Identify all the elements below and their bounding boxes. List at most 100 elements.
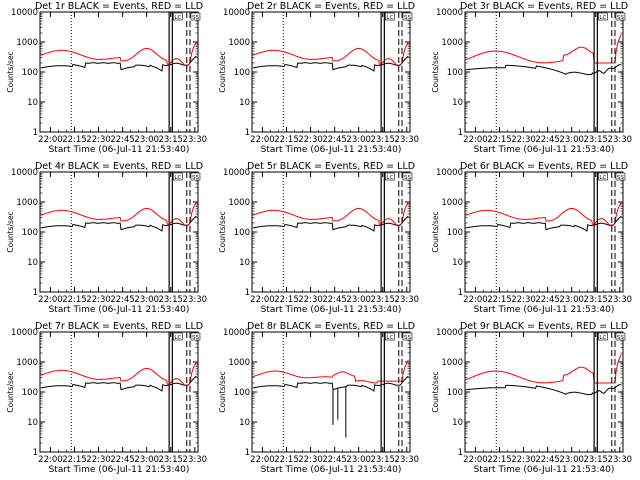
y-tick-label: 10000 [223, 168, 250, 178]
x-tick-label: 22:45 [322, 455, 347, 465]
y-tick-label: 10 [239, 98, 250, 108]
series-lld-line [465, 354, 622, 384]
series-lld-line [40, 41, 197, 67]
x-tick-label: 23:15 [583, 135, 608, 145]
x-tick-label: 23:00 [134, 135, 159, 145]
y-axis-label: Counts/sec [6, 211, 15, 252]
x-axis-label: Start Time (06-Jul-11 21:53:40) [49, 465, 190, 475]
y-axis-label: Counts/sec [218, 371, 227, 412]
ss-marker-box [190, 172, 201, 181]
x-tick-label: 22:30 [86, 295, 111, 305]
x-tick-label: 23:00 [559, 295, 584, 305]
x-tick-label: 23:00 [346, 455, 371, 465]
x-tick-label: 23:15 [583, 295, 608, 305]
series-events-line [40, 55, 197, 72]
y-tick-label: 1000 [16, 198, 38, 208]
y-tick-label: 100 [22, 68, 38, 78]
ss-marker-box [402, 172, 413, 181]
ss-marker-box [615, 332, 626, 341]
chart-title: Det 1r BLACK = Events, RED = LLD [35, 1, 203, 12]
lc-marker-label: LC [599, 335, 606, 341]
y-tick-label: 10 [452, 418, 463, 428]
y-tick-label: 10 [239, 258, 250, 268]
series-events-line [252, 375, 409, 392]
chart-title: Det 6r BLACK = Events, RED = LLD [460, 161, 628, 172]
lc-marker-box [385, 172, 395, 181]
x-tick-label: 22:15 [274, 135, 299, 145]
y-tick-label: 1000 [441, 198, 463, 208]
x-tick-label: 23:00 [559, 455, 584, 465]
x-tick-label: 23:30 [395, 295, 420, 305]
ss-marker-box [615, 172, 626, 181]
series-events-line [465, 215, 622, 232]
y-tick-label: 1 [245, 288, 250, 298]
x-tick-label: 23:00 [559, 135, 584, 145]
y-tick-label: 10 [239, 418, 250, 428]
x-tick-label: 22:30 [511, 295, 536, 305]
lc-marker-label: LC [386, 15, 393, 21]
y-tick-label: 10000 [11, 8, 38, 18]
x-tick-label: 22:15 [487, 295, 512, 305]
chart-title: Det 2r BLACK = Events, RED = LLD [247, 1, 415, 12]
x-tick-label: 23:00 [346, 295, 371, 305]
y-axis-label: Counts/sec [218, 211, 227, 252]
x-tick-label: 23:30 [183, 135, 208, 145]
x-axis-label: Start Time (06-Jul-11 21:53:40) [474, 465, 615, 475]
y-tick-label: 10000 [223, 328, 250, 338]
chart-panel-2: Det 2r BLACK = Events, RED = LLD 1 10 100 10… [218, 1, 419, 155]
lc-marker-box [385, 332, 395, 341]
x-tick-label: 23:15 [158, 135, 183, 145]
lc-marker-box [598, 12, 608, 21]
lc-marker-label: LC [174, 175, 181, 181]
chart-panel-4: Det 4r BLACK = Events, RED = LLD 1 10 100 10… [6, 161, 207, 315]
x-tick-label: 22:00 [250, 135, 275, 145]
x-tick-label: 22:45 [535, 455, 560, 465]
x-tick-label: 23:30 [395, 135, 420, 145]
x-tick-label: 23:15 [370, 455, 395, 465]
series-lld-line [40, 361, 197, 387]
lc-marker-label: LC [174, 335, 181, 341]
x-tick-label: 23:30 [183, 295, 208, 305]
ss-marker-label: SS [404, 335, 411, 341]
series-events-line [252, 55, 409, 72]
chart-title: Det 8r BLACK = Events, RED = LLD [247, 321, 415, 332]
plot-frame [251, 171, 411, 293]
ss-marker-box [615, 12, 626, 21]
x-tick-label: 22:00 [38, 295, 63, 305]
y-tick-label: 100 [234, 68, 250, 78]
x-tick-label: 23:15 [583, 455, 608, 465]
y-tick-label: 10 [27, 418, 38, 428]
y-axis-label: Counts/sec [431, 371, 440, 412]
x-axis-label: Start Time (06-Jul-11 21:53:40) [474, 305, 615, 315]
ss-marker-label: SS [617, 175, 624, 181]
y-tick-label: 1 [245, 128, 250, 138]
y-axis-label: Counts/sec [6, 371, 15, 412]
plot-frame [464, 331, 624, 453]
ss-marker-label: SS [192, 15, 199, 21]
y-tick-label: 1000 [228, 198, 250, 208]
x-tick-label: 22:30 [511, 135, 536, 145]
y-axis-label: Counts/sec [6, 51, 15, 92]
plot-frame [251, 331, 411, 453]
x-tick-label: 22:30 [298, 135, 323, 145]
y-tick-label: 1000 [441, 38, 463, 48]
ss-marker-box [190, 332, 201, 341]
x-tick-label: 23:00 [346, 135, 371, 145]
x-tick-label: 22:30 [86, 135, 111, 145]
chart-panel-7: Det 7r BLACK = Events, RED = LLD 1 10 100 10… [6, 321, 207, 475]
ss-marker-label: SS [404, 15, 411, 21]
y-tick-label: 10000 [11, 328, 38, 338]
chart-panel-8: Det 8r BLACK = Events, RED = LLD 1 10 100 10… [218, 321, 419, 475]
y-axis-label: Counts/sec [218, 51, 227, 92]
x-tick-label: 22:15 [62, 455, 87, 465]
series-events-line [40, 215, 197, 232]
chart-title: Det 9r BLACK = Events, RED = LLD [460, 321, 628, 332]
x-axis-label: Start Time (06-Jul-11 21:53:40) [49, 305, 190, 315]
lc-marker-label: LC [599, 15, 606, 21]
y-tick-label: 1 [33, 288, 38, 298]
x-tick-label: 23:30 [183, 455, 208, 465]
x-tick-label: 23:30 [395, 455, 420, 465]
x-tick-label: 22:45 [535, 295, 560, 305]
x-tick-label: 22:00 [38, 455, 63, 465]
x-tick-label: 22:15 [62, 135, 87, 145]
